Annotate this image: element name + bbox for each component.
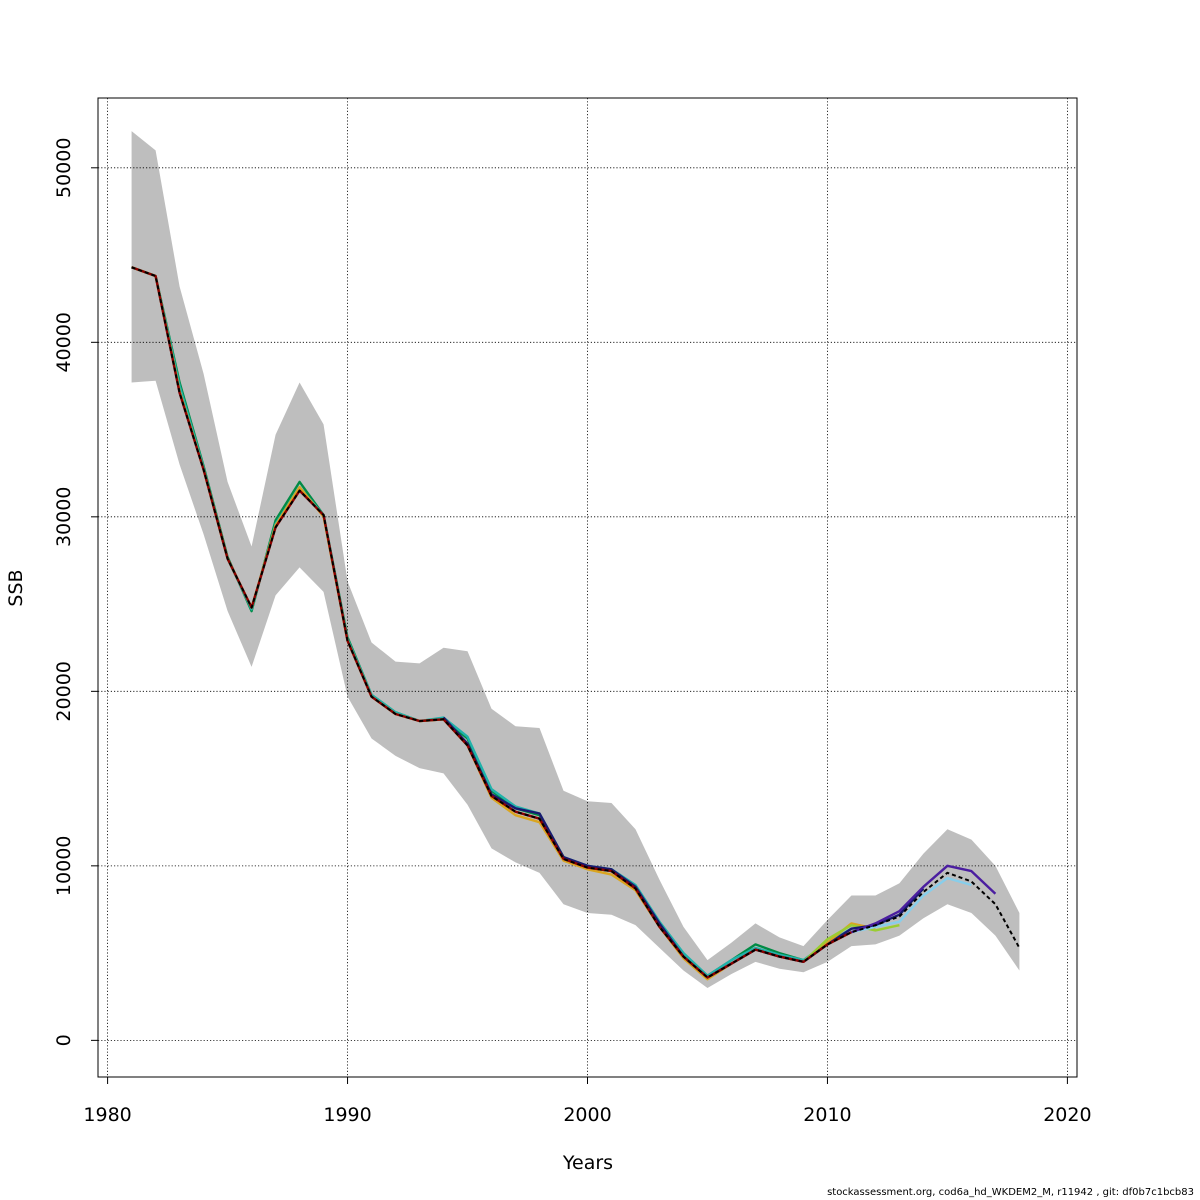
- x-tick-label: 2020: [1043, 1104, 1091, 1126]
- y-tick-label: 30000: [53, 487, 75, 547]
- x-tick-label: 2010: [803, 1104, 851, 1126]
- x-tick-label: 1980: [83, 1104, 131, 1126]
- confidence-band-layer: [131, 131, 1020, 988]
- x-tick-label: 2000: [563, 1104, 611, 1126]
- series-line-5: [851, 876, 972, 934]
- y-tick-label: 20000: [53, 661, 75, 721]
- series-line-9: [131, 266, 1021, 979]
- series-line-4: [802, 924, 900, 963]
- x-tick-label: 1990: [323, 1104, 371, 1126]
- x-axis: 1980 1990 2000 2010 2020: [83, 1076, 1092, 1126]
- y-tick-label: 40000: [53, 312, 75, 372]
- confidence-band: [131, 131, 1020, 988]
- x-axis-label: Years: [562, 1152, 613, 1174]
- footer-attribution: stockassessment.org, cod6a_hd_WKDEM2_M, …: [827, 1187, 1194, 1198]
- series-line-7: [850, 864, 997, 934]
- y-tick-label: 10000: [53, 836, 75, 896]
- series-line-2: [131, 266, 853, 977]
- series-layer: [131, 266, 1021, 981]
- y-tick-label: 50000: [53, 138, 75, 198]
- y-axis: 0 10000 20000 30000 40000 50000: [53, 138, 99, 1046]
- y-tick-label: 0: [53, 1034, 75, 1046]
- y-axis-label: SSB: [5, 569, 27, 606]
